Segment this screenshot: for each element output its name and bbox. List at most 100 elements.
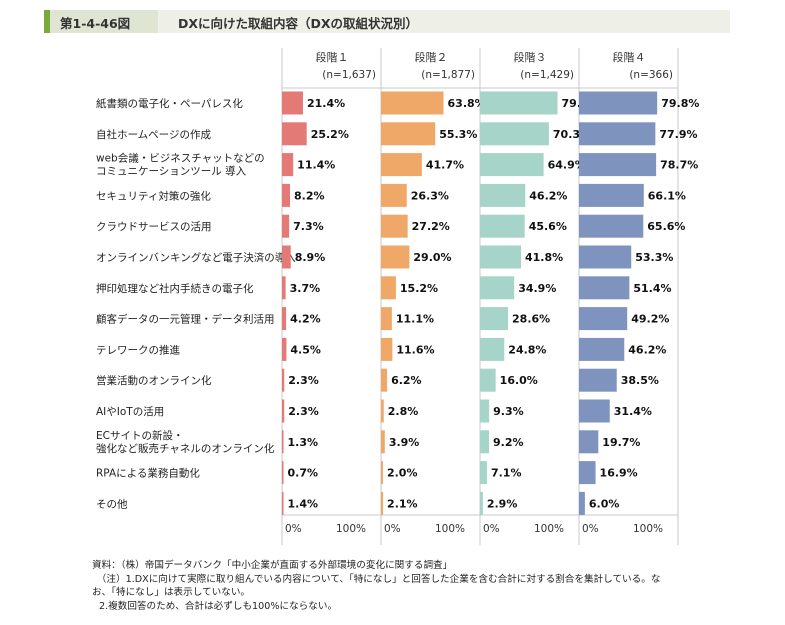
data-label: 41.7%: [426, 159, 464, 172]
series-label: 段階４: [613, 50, 646, 64]
header-accent-stripe: [44, 10, 50, 33]
series-n-label: (n=366): [629, 69, 673, 81]
bar: [381, 399, 384, 423]
data-label: 1.4%: [288, 497, 319, 510]
data-label: 3.9%: [389, 436, 420, 449]
data-label: 1.3%: [288, 436, 319, 449]
data-label: 7.3%: [293, 220, 324, 233]
data-label: 78.7%: [660, 159, 698, 172]
bar: [282, 122, 307, 146]
data-label: 46.2%: [628, 343, 666, 356]
x-tick-label: 100%: [534, 523, 564, 535]
data-label: 6.2%: [391, 374, 422, 387]
bar: [381, 461, 383, 485]
bar: [480, 122, 549, 146]
bar: [282, 276, 286, 300]
data-label: 3.7%: [290, 282, 321, 295]
bar: [579, 368, 617, 392]
data-label: 2.3%: [288, 374, 319, 387]
data-label: 29.0%: [413, 251, 451, 264]
bar: [282, 91, 303, 115]
data-label: 9.3%: [493, 405, 524, 418]
figure-header-bar: [44, 10, 730, 33]
bar: [282, 337, 287, 361]
data-label: 45.6%: [529, 220, 567, 233]
data-label: 11.4%: [297, 159, 335, 172]
data-label: 2.0%: [387, 467, 418, 480]
bar: [480, 183, 526, 207]
category-label: コミュニケーションツール 導入: [96, 165, 247, 178]
bar: [579, 183, 644, 207]
bar: [381, 122, 436, 146]
series-label: 段階３: [514, 50, 547, 64]
data-label: 2.9%: [487, 497, 518, 510]
data-label: 6.0%: [589, 497, 620, 510]
data-label: 46.2%: [529, 189, 567, 202]
bar: [381, 368, 388, 392]
bar: [480, 245, 521, 269]
data-label: 8.9%: [295, 251, 326, 264]
data-label: 79.8%: [661, 97, 699, 110]
bar: [480, 214, 525, 238]
data-label: 21.4%: [307, 97, 345, 110]
data-label: 63.8%: [448, 97, 486, 110]
bar: [480, 153, 544, 177]
bar: [282, 491, 284, 515]
series-label: 段階１: [316, 50, 349, 64]
bar: [579, 307, 628, 331]
bar: [381, 430, 385, 454]
data-label: 66.1%: [648, 189, 686, 202]
category-label: クラウドサービスの活用: [96, 221, 212, 233]
data-label: 16.9%: [600, 467, 638, 480]
category-label: セキュリティ対策の強化: [96, 189, 211, 202]
data-label: 31.4%: [614, 405, 652, 418]
data-label: 2.1%: [387, 497, 418, 510]
source-line: 資料：（株）帝国データバンク「中小企業が直面する外部環境の変化に関する調査」: [92, 560, 453, 571]
category-label: 顧客データの一元管理・データ利活用: [96, 313, 275, 326]
data-label: 19.7%: [602, 436, 640, 449]
bar: [579, 461, 596, 485]
bar: [579, 430, 599, 454]
figure-title: DXに向けた取組内容（DXの取組状況別）: [178, 16, 419, 31]
note-line-1-cont: お、「特になし」は表示していない。: [92, 587, 251, 598]
data-label: 41.8%: [525, 251, 563, 264]
bar: [480, 491, 483, 515]
data-label: 2.8%: [388, 405, 419, 418]
bar: [282, 153, 294, 177]
data-label: 26.3%: [411, 189, 449, 202]
category-label: ECサイトの新設・: [96, 429, 183, 442]
bar: [282, 307, 287, 331]
data-label: 7.1%: [491, 467, 522, 480]
data-label: 8.2%: [294, 189, 325, 202]
data-label: 53.3%: [635, 251, 673, 264]
bar: [282, 399, 285, 423]
category-label: 営業活動のオンライン化: [96, 374, 212, 387]
bar: [579, 122, 656, 146]
category-label: 紙書類の電子化・ペーパレス化: [96, 97, 243, 110]
data-label: 2.3%: [288, 405, 319, 418]
bar: [381, 245, 410, 269]
bar: [282, 214, 290, 238]
data-label: 64.9%: [548, 159, 586, 172]
data-label: 34.9%: [518, 282, 556, 295]
x-tick-label: 100%: [633, 523, 663, 535]
category-label: テレワークの推進: [96, 343, 180, 356]
category-label: 押印処理など社内手続きの電子化: [96, 282, 254, 295]
bar: [282, 183, 291, 207]
category-label: 自社ホームページの作成: [96, 128, 211, 141]
source-notes: 資料：（株）帝国データバンク「中小企業が直面する外部環境の変化に関する調査」 （…: [92, 559, 660, 613]
x-tick-label: 0%: [384, 523, 401, 535]
data-label: 28.6%: [512, 313, 550, 326]
bar: [381, 183, 407, 207]
data-label: 77.9%: [659, 128, 697, 141]
figure-number-background: [50, 10, 158, 33]
data-label: 38.5%: [621, 374, 659, 387]
category-label: その他: [96, 497, 128, 510]
series-n-label: (n=1,877): [421, 69, 475, 81]
bar: [381, 337, 393, 361]
x-tick-label: 0%: [582, 523, 599, 535]
bar: [579, 91, 658, 115]
figure-number: 第1-4-46図: [60, 16, 131, 31]
series-n-label: (n=1,637): [322, 69, 376, 81]
